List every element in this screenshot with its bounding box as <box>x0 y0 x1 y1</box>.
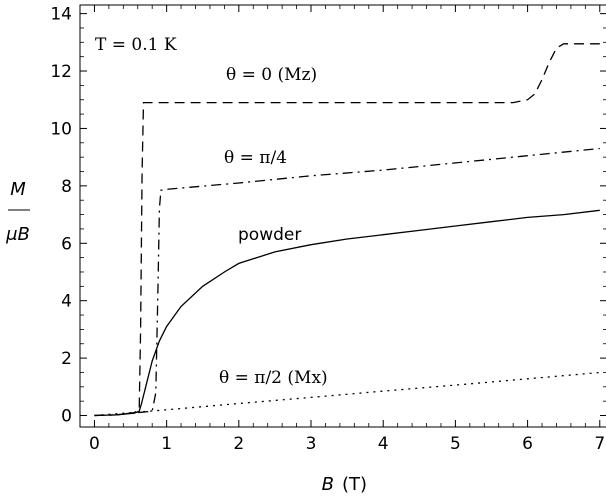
x-tick-label: 7 <box>594 434 605 454</box>
series-line-1 <box>94 147 600 417</box>
y-tick-label: 2 <box>61 349 72 369</box>
y-tick-label: 6 <box>61 234 72 254</box>
plot-frame <box>79 4 606 428</box>
series-layer <box>94 43 600 417</box>
y-tick-label: 4 <box>61 292 72 312</box>
x-tick-label: 6 <box>522 434 533 454</box>
theta0-annotation: θ = 0 (Mz) <box>226 65 317 85</box>
theta-pi4-annotation: θ = π/4 <box>224 148 287 168</box>
theta-pi2-annotation: θ = π/2 (Mx) <box>219 368 328 388</box>
y-tick-label: 0 <box>61 407 72 427</box>
x-tick-label: 2 <box>233 434 244 454</box>
series-line-3 <box>94 371 600 417</box>
y-axis-label-top: M <box>10 179 26 200</box>
series-line-2 <box>94 209 600 417</box>
y-tick-label: 12 <box>50 62 72 82</box>
x-axis-unit: (T) <box>342 474 367 495</box>
y-tick-label: 10 <box>50 119 72 139</box>
x-tick-label: 3 <box>306 434 317 454</box>
x-axis-label: B <box>322 474 334 495</box>
y-tick-label: 14 <box>50 5 72 25</box>
powder-annotation: powder <box>238 225 301 245</box>
x-tick-label: 0 <box>89 434 100 454</box>
y-tick-label: 8 <box>61 177 72 197</box>
x-tick-label: 4 <box>378 434 389 454</box>
x-tick-label: 1 <box>161 434 172 454</box>
x-tick-label: 5 <box>450 434 461 454</box>
series-line-0 <box>94 43 600 417</box>
y-axis-label-bottom: μB <box>5 224 30 245</box>
temperature-annotation: T = 0.1 K <box>95 35 177 55</box>
